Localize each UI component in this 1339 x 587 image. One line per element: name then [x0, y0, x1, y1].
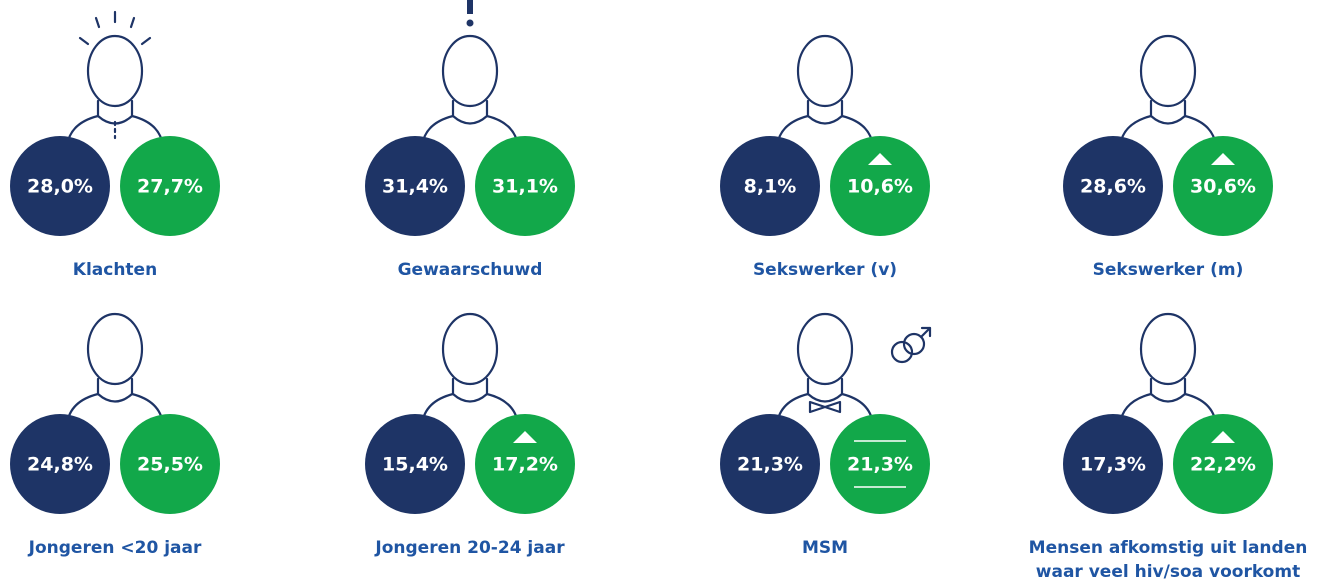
value-circle	[1063, 414, 1163, 514]
value-circle	[120, 136, 220, 236]
value-circle	[10, 414, 110, 514]
label: Mensen afkomstig uit landen	[1029, 538, 1308, 558]
label: Klachten	[73, 260, 157, 280]
shoulders	[775, 377, 875, 426]
value-circle	[1063, 136, 1163, 236]
value: 27,7%	[137, 176, 203, 198]
shoulders	[1118, 99, 1218, 148]
shoulders	[420, 99, 520, 148]
trend-up	[513, 431, 537, 443]
head	[1139, 312, 1197, 386]
trend-up	[868, 153, 892, 165]
head	[796, 312, 854, 386]
label: Jongeren <20 jaar	[28, 538, 202, 558]
shoulders	[65, 99, 165, 148]
value-circle	[10, 136, 110, 236]
label: Jongeren 20-24 jaar	[374, 538, 565, 558]
exclamation	[466, 19, 474, 27]
head	[441, 312, 499, 386]
trend-up	[1211, 431, 1235, 443]
value: 17,2%	[492, 454, 558, 476]
label: MSM	[802, 538, 848, 558]
shoulders	[775, 99, 875, 148]
value: 8,1%	[744, 176, 797, 198]
value: 28,0%	[27, 176, 93, 198]
head	[1139, 34, 1197, 108]
shoulders	[420, 377, 520, 426]
value-circle	[830, 414, 930, 514]
value: 31,1%	[492, 176, 558, 198]
label: Gewaarschuwd	[398, 260, 543, 280]
head	[86, 34, 144, 108]
value-circle	[1173, 136, 1273, 236]
value: 28,6%	[1080, 176, 1146, 198]
value-circle	[720, 414, 820, 514]
value: 21,3%	[847, 454, 913, 476]
trend-up	[1211, 153, 1235, 165]
value: 30,6%	[1190, 176, 1256, 198]
label: Sekswerker (m)	[1093, 260, 1244, 280]
label: Sekswerker (v)	[753, 260, 897, 280]
value: 15,4%	[382, 454, 448, 476]
value: 17,3%	[1080, 454, 1146, 476]
shoulders	[1118, 377, 1218, 426]
value-circle	[475, 414, 575, 514]
value-circle	[1173, 414, 1273, 514]
exclamation	[467, 0, 473, 14]
value-circle	[830, 136, 930, 236]
value-circle	[365, 414, 465, 514]
value-circle	[475, 136, 575, 236]
shoulders	[65, 377, 165, 426]
value-circle	[120, 414, 220, 514]
value: 10,6%	[847, 176, 913, 198]
value: 21,3%	[737, 454, 803, 476]
value: 31,4%	[382, 176, 448, 198]
value: 24,8%	[27, 454, 93, 476]
value: 22,2%	[1190, 454, 1256, 476]
label: waar veel hiv/soa voorkomt	[1036, 562, 1300, 582]
head	[441, 34, 499, 108]
head	[796, 34, 854, 108]
head	[86, 312, 144, 386]
value-circle	[720, 136, 820, 236]
value-circle	[365, 136, 465, 236]
value: 25,5%	[137, 454, 203, 476]
decoration	[78, 10, 932, 414]
